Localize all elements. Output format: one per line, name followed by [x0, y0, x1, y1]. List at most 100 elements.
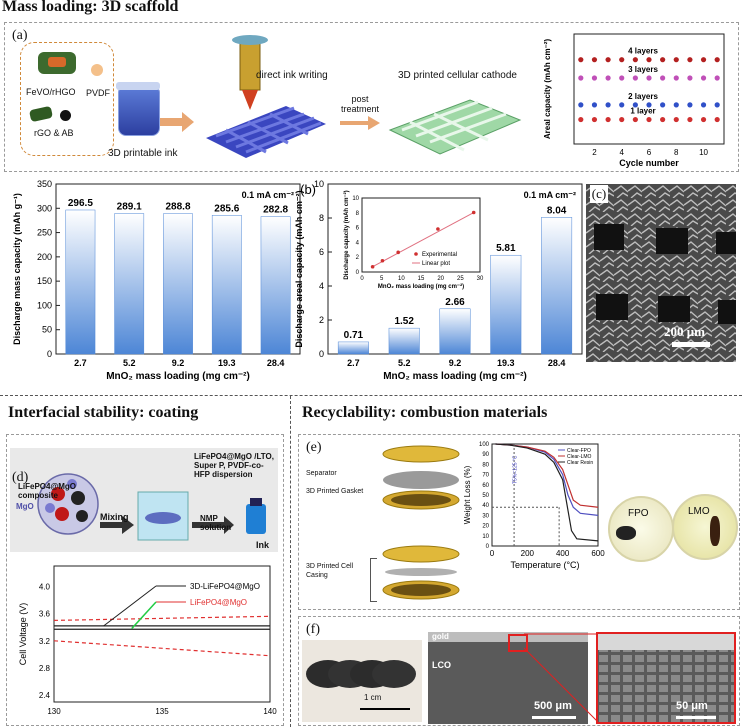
bar-value-label: 285.6: [214, 203, 239, 214]
data-point: [591, 57, 598, 63]
y-tick-label: 3.6: [39, 610, 51, 619]
zoom-scale-label: 50 μm: [676, 700, 708, 712]
y-tick-label: 70: [482, 473, 489, 479]
x-tick-label: 10: [699, 148, 708, 157]
x-axis-label: MnO₂ mass loading (mg cm⁻²): [383, 371, 527, 382]
y-tick-label: 0: [486, 544, 490, 550]
casing-bracket: [370, 558, 377, 602]
inset-x-tick: 15: [418, 276, 425, 282]
y-tick-label: 0: [319, 349, 324, 359]
x-tick-label: 28.4: [267, 358, 285, 368]
data-point: [714, 57, 720, 63]
fpo-dish-label: FPO: [628, 508, 649, 519]
zoom-sem: [596, 632, 736, 724]
composite-label: LiFePO4@MgO composite: [18, 482, 77, 500]
y-tick-label: 2: [319, 315, 324, 325]
disk-scale-label: 1 cm: [364, 693, 382, 702]
bar: [439, 308, 471, 355]
panel-e-frame: [298, 434, 740, 610]
x-tick-label: 130: [47, 707, 61, 716]
inset-x-tick: 5: [380, 276, 384, 282]
data-point: [660, 116, 666, 123]
sem-image-c: [586, 184, 736, 362]
data-point: [673, 116, 679, 123]
data-point: [632, 102, 638, 108]
ingredient-label-fevo: FeVO/rHGO: [26, 87, 76, 97]
data-point: [646, 75, 652, 81]
section-title-interfacial: Interfacial stability: coating: [8, 404, 199, 421]
data-point: [687, 75, 693, 81]
y-axis-label: Cell Voltage (V): [18, 603, 28, 666]
y-tick-label: 100: [37, 300, 52, 310]
bar: [541, 217, 573, 355]
data-point: [673, 102, 679, 108]
panel-c-tag: (c): [590, 185, 608, 203]
inset-y-label: Discharge capacity (mAh cm⁻²): [343, 190, 350, 279]
x-tick-label: 140: [263, 707, 277, 716]
data-point: [646, 57, 652, 63]
data-point: [646, 102, 652, 108]
data-point: [687, 116, 693, 123]
t5-annotation: T5%=125 °C: [513, 455, 519, 484]
panel-f-tag: (f): [306, 622, 320, 637]
x-tick-label: 5.2: [398, 358, 411, 368]
zoom-connector-lines: [523, 633, 599, 723]
y-tick-label: 300: [37, 203, 52, 213]
data-point: [673, 75, 679, 81]
x-tick-label: 600: [591, 549, 605, 558]
data-point: [700, 75, 707, 81]
y-tick-label: 30: [482, 513, 489, 519]
bar: [260, 216, 291, 355]
ingredient-label-pvdf: PVDF: [86, 88, 111, 98]
legend-marker: [414, 252, 418, 256]
data-point: [591, 75, 598, 81]
y-tick-label: 4: [319, 281, 324, 291]
data-point: [578, 116, 584, 123]
disk-photo: [302, 640, 422, 722]
y-tick-label: 2.8: [39, 664, 51, 673]
ink-jar-lid-icon: [116, 82, 160, 90]
x-axis-label: MnO₂ mass loading (mg cm⁻²): [106, 371, 250, 382]
cellular-cathode-illustration: [388, 99, 522, 155]
series-label: 3 layers: [628, 65, 658, 74]
x-tick-label: 200: [521, 549, 535, 558]
condition-note: 0.1 mA cm⁻²: [242, 190, 294, 200]
data-point: [687, 57, 693, 63]
fevo-crystal-icon: [48, 57, 66, 67]
bar-value-label: 0.71: [344, 330, 364, 341]
printed-scaffold-illustration: [206, 35, 326, 158]
cross-section-scale-label: 500 μm: [534, 700, 572, 712]
inset-x-tick: 30: [477, 276, 484, 282]
areal-capacity-bar-chart: 0 2 4 6 8 10 0.71 2.7 1.52 5.2 2.66 9.2 5.81 19.3 8.04…: [294, 179, 583, 382]
legend-item: LiFePO4@MgO: [190, 598, 247, 607]
x-tick-label: 2.7: [347, 358, 360, 368]
bar-value-label: 288.8: [165, 202, 190, 213]
data-point: [687, 102, 693, 108]
bar: [163, 213, 193, 355]
inset-point: [471, 210, 476, 215]
y-tick-label: 250: [37, 228, 52, 238]
bar-value-label: 289.1: [117, 202, 142, 213]
y-tick-label: 6: [319, 247, 324, 257]
x-tick-label: 19.3: [218, 358, 236, 368]
fpo-residue: [616, 526, 636, 540]
plot-frame: [491, 443, 599, 547]
x-tick-label: 9.2: [449, 358, 462, 368]
bar-value-label: 282.8: [263, 205, 288, 216]
inset-y-tick: 2: [356, 255, 360, 261]
data-point: [700, 102, 707, 108]
series-line: [495, 443, 599, 542]
inset-x-label: MnO₂ mass loading (mg cm⁻²): [378, 283, 464, 290]
panel-b-tag: (b): [300, 182, 316, 197]
data-point: [605, 75, 611, 81]
section-title-recyclability: Recyclability: combustion materials: [302, 404, 548, 421]
tga-chart: 0 200 400 600 0 10 20 30 40 50 60 70 80 90 100 T5%=125 …: [463, 442, 605, 570]
y-tick-label: 200: [37, 252, 52, 262]
x-tick-label: 2.7: [74, 358, 87, 368]
section-divider-v: [290, 396, 291, 727]
data-point: [605, 102, 611, 108]
zoom-scale-bar: [676, 716, 716, 719]
gold-layer-label: gold: [432, 632, 449, 641]
data-point: [700, 116, 707, 123]
bar: [114, 213, 145, 355]
